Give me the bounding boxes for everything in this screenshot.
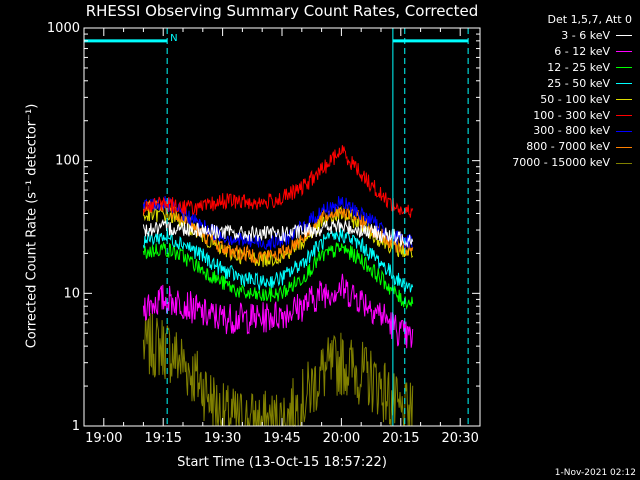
- series-line-25-50-kev: [142, 227, 414, 293]
- legend-title: Det 1,5,7, Att 0: [547, 13, 632, 26]
- legend-label: 50 - 100 keV: [540, 92, 610, 106]
- y-tick-label: 1000: [47, 21, 80, 36]
- legend-swatch: [616, 83, 632, 85]
- legend-item: 3 - 6 keV: [512, 28, 632, 44]
- legend-item: 7000 - 15000 keV: [512, 155, 632, 171]
- series-line-7000-15000-kev: [142, 313, 414, 428]
- chart-title: RHESSI Observing Summary Count Rates, Co…: [85, 2, 479, 20]
- x-tick-label: 19:30: [204, 431, 241, 446]
- legend-swatch: [616, 51, 632, 53]
- x-tick-label: 19:15: [144, 431, 181, 446]
- legend-item: 100 - 300 keV: [512, 108, 632, 124]
- legend-swatch: [616, 99, 632, 101]
- annotation-label: N: [170, 33, 177, 44]
- legend-label: 7000 - 15000 keV: [512, 156, 610, 170]
- y-tick-label: 100: [55, 154, 80, 169]
- legend-item: 6 - 12 keV: [512, 44, 632, 60]
- legend-swatch: [616, 67, 632, 69]
- series-line-3-6-kev: [142, 218, 414, 248]
- legend-label: 12 - 25 keV: [547, 60, 610, 74]
- x-tick-label: 20:30: [441, 431, 478, 446]
- series-line-12-25-kev: [142, 242, 414, 310]
- legend-swatch: [616, 35, 632, 37]
- legend-item: 12 - 25 keV: [512, 60, 632, 76]
- legend-item: 800 - 7000 keV: [512, 139, 632, 155]
- legend-swatch: [616, 146, 632, 148]
- legend-item: 300 - 800 keV: [512, 123, 632, 139]
- series-line-300-800-kev: [142, 195, 413, 251]
- x-tick-label: 20:15: [382, 431, 419, 446]
- y-tick-label: 1: [72, 419, 80, 434]
- legend-label: 3 - 6 keV: [561, 29, 610, 42]
- x-tick-label: 20:00: [323, 431, 360, 446]
- x-axis-label: Start Time (13-Oct-15 18:57:22): [177, 455, 387, 470]
- legend-label: 100 - 300 keV: [533, 108, 610, 122]
- x-tick-label: 19:00: [85, 431, 122, 446]
- legend-label: 25 - 50 keV: [547, 76, 610, 90]
- legend: 3 - 6 keV 6 - 12 keV 12 - 25 keV 25 - 50 ke…: [512, 28, 632, 171]
- series-line-6-12-kev: [142, 273, 414, 349]
- legend-swatch: [616, 130, 632, 132]
- legend-item: 25 - 50 keV: [512, 76, 632, 92]
- series-line-100-300-kev: [142, 145, 414, 218]
- y-axis-label: Corrected Count Rate (s⁻¹ detector⁻¹): [24, 103, 40, 349]
- footer-timestamp: 1-Nov-2021 02:12: [554, 468, 636, 478]
- legend-label: 6 - 12 keV: [554, 44, 610, 58]
- legend-label: 800 - 7000 keV: [526, 140, 610, 154]
- legend-label: 300 - 800 keV: [533, 124, 610, 138]
- y-tick-label: 10: [63, 286, 80, 301]
- legend-swatch: [616, 162, 632, 164]
- legend-item: 50 - 100 keV: [512, 92, 632, 108]
- x-tick-label: 19:45: [263, 431, 300, 446]
- legend-swatch: [616, 114, 632, 116]
